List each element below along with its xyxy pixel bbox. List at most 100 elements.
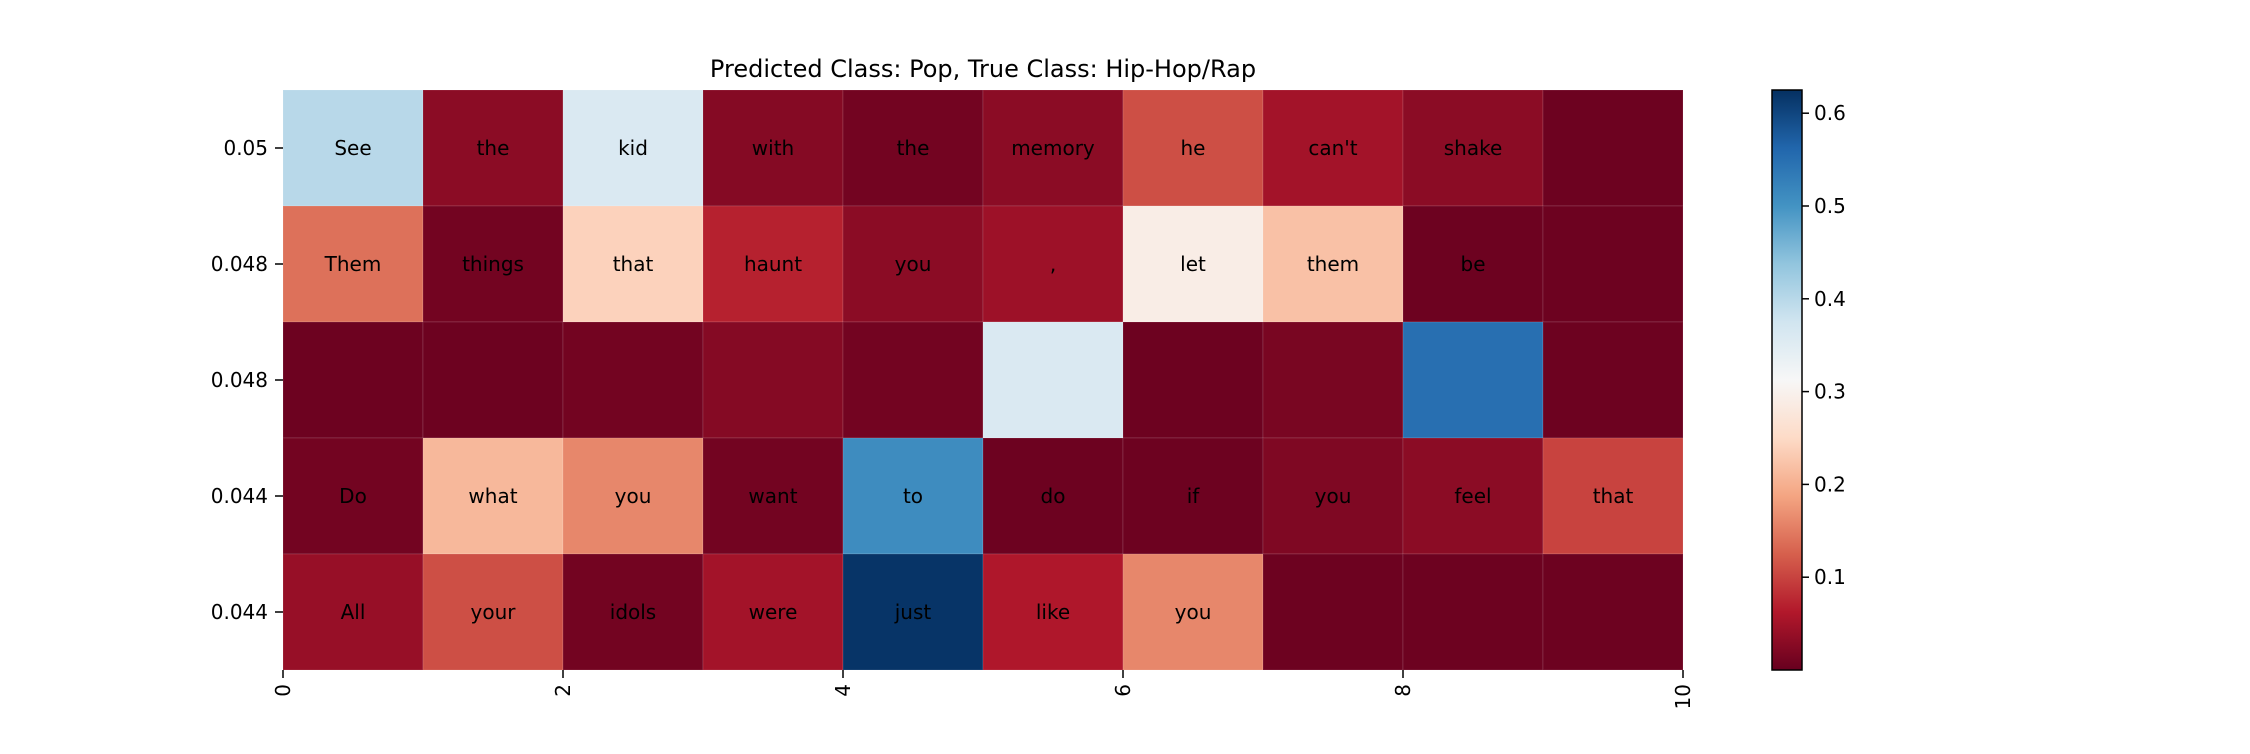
heatmap-cell	[842, 437, 984, 555]
cell-word-label: kid	[618, 136, 648, 160]
cell-word-label: you	[615, 484, 652, 508]
colorbar: 0.1 0.2 0.3 0.4 0.5 0.6	[1771, 89, 1846, 671]
heatmap-cell	[562, 89, 704, 207]
cell-word-label: ,	[1050, 252, 1056, 276]
cell-word-label: that	[613, 252, 654, 276]
cell-word-label: be	[1461, 252, 1486, 276]
heatmap-cell	[1542, 437, 1684, 555]
colorbar-tick-label: 0.3	[1814, 380, 1846, 404]
heatmap-cell	[842, 321, 984, 439]
cell-word-label: if	[1187, 484, 1201, 508]
y-tick-label: 0.05	[223, 136, 268, 160]
heatmap-cell	[982, 205, 1124, 323]
cell-word-label: Them	[324, 252, 382, 276]
heatmap-cells	[282, 89, 1684, 671]
colorbar-tick-label: 0.2	[1814, 472, 1846, 496]
cell-word-label: just	[894, 600, 932, 624]
heatmap-cell	[702, 89, 844, 207]
heatmap-cell	[1542, 205, 1684, 323]
heatmap-cell	[282, 205, 424, 323]
heatmap-cell	[422, 89, 564, 207]
heatmap-cell	[1542, 321, 1684, 439]
cell-word-label: idols	[610, 600, 656, 624]
cell-word-label: haunt	[744, 252, 802, 276]
colorbar-tick-label: 0.6	[1814, 101, 1846, 125]
heatmap-cell	[1402, 321, 1544, 439]
cell-word-label: want	[748, 484, 797, 508]
cell-word-label: you	[895, 252, 932, 276]
cell-word-label: Do	[339, 484, 367, 508]
cell-word-label: shake	[1444, 136, 1503, 160]
heatmap-cell	[1542, 553, 1684, 671]
x-tick-label: 2	[551, 684, 575, 697]
chart-title: Predicted Class: Pop, True Class: Hip-Ho…	[710, 55, 1256, 83]
heatmap-cell	[282, 553, 424, 671]
cell-word-label: do	[1041, 484, 1066, 508]
heatmap-cell	[1262, 205, 1404, 323]
cell-word-label: memory	[1011, 136, 1095, 160]
heatmap-cell	[1122, 437, 1264, 555]
heatmap-cell	[562, 205, 704, 323]
cell-word-label: that	[1593, 484, 1634, 508]
heatmap-cell	[422, 437, 564, 555]
heatmap-cell	[982, 89, 1124, 207]
cell-word-label: you	[1315, 484, 1352, 508]
colorbar-tick-label: 0.1	[1814, 565, 1846, 589]
colorbar-gradient	[1771, 89, 1803, 671]
colorbar-tick-label: 0.5	[1814, 194, 1846, 218]
cell-word-label: with	[752, 136, 794, 160]
cell-word-label: he	[1181, 136, 1206, 160]
heatmap-cell	[702, 437, 844, 555]
heatmap-cell	[422, 321, 564, 439]
x-tick-label: 6	[1111, 684, 1135, 697]
x-tick-label: 0	[271, 684, 295, 697]
heatmap-cell	[562, 553, 704, 671]
heatmap-words: See the kid with the memory he can't shake Them th…	[324, 136, 1634, 624]
x-tick-label: 10	[1671, 684, 1695, 709]
x-tick-label: 8	[1391, 684, 1415, 697]
cell-word-label: the	[897, 136, 930, 160]
cell-word-label: to	[903, 484, 923, 508]
heatmap-cell	[842, 205, 984, 323]
cell-word-label: the	[477, 136, 510, 160]
heatmap-cell	[282, 89, 424, 207]
y-tick-label: 0.044	[211, 484, 268, 508]
heatmap-cell	[1262, 321, 1404, 439]
cell-word-label: them	[1307, 252, 1359, 276]
cell-word-label: were	[749, 600, 798, 624]
heatmap-cell	[1122, 321, 1264, 439]
cell-word-label: let	[1180, 252, 1206, 276]
heatmap-cell	[1402, 437, 1544, 555]
heatmap-cell	[1402, 205, 1544, 323]
cell-word-label: your	[471, 600, 517, 624]
x-tick-label: 4	[831, 684, 855, 697]
y-tick-label: 0.048	[211, 252, 268, 276]
y-tick-label: 0.048	[211, 368, 268, 392]
heatmap-cell	[842, 89, 984, 207]
heatmap-cell	[702, 205, 844, 323]
heatmap-cell	[1262, 553, 1404, 671]
cell-word-label: like	[1036, 600, 1070, 624]
heatmap-cell	[562, 437, 704, 555]
cell-word-label: All	[341, 600, 366, 624]
heatmap-cell	[702, 321, 844, 439]
x-axis: 0 2 4 6 8 10	[271, 670, 1695, 709]
heatmap-cell	[282, 437, 424, 555]
cell-word-label: things	[462, 252, 524, 276]
cell-word-label: feel	[1454, 484, 1491, 508]
y-axis: 0.05 0.048 0.048 0.044 0.044	[211, 136, 283, 624]
heatmap-cell	[1542, 89, 1684, 207]
heatmap-cell	[982, 553, 1124, 671]
cell-word-label: you	[1175, 600, 1212, 624]
colorbar-tick-label: 0.4	[1814, 287, 1846, 311]
heatmap-cell	[562, 321, 704, 439]
heatmap-cell	[1402, 553, 1544, 671]
cell-word-label: what	[468, 484, 517, 508]
heatmap-cell	[282, 321, 424, 439]
heatmap-cell	[1122, 205, 1264, 323]
y-tick-label: 0.044	[211, 600, 268, 624]
heatmap-cell	[982, 321, 1124, 439]
cell-word-label: can't	[1308, 136, 1357, 160]
